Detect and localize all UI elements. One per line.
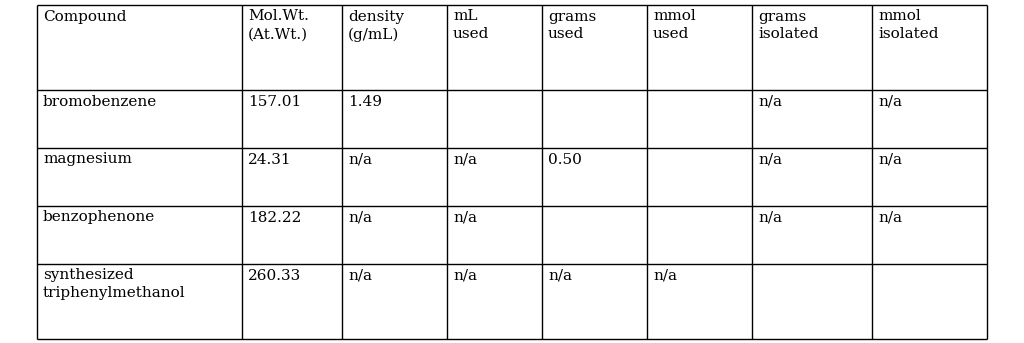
Text: Mol.Wt.
(At.Wt.): Mol.Wt. (At.Wt.) (248, 10, 309, 42)
Text: grams
isolated: grams isolated (758, 10, 818, 42)
Text: bromobenzene: bromobenzene (43, 95, 158, 108)
Text: mmol
isolated: mmol isolated (878, 10, 939, 42)
Text: n/a: n/a (453, 153, 477, 166)
Text: n/a: n/a (348, 269, 372, 283)
Text: n/a: n/a (548, 269, 572, 283)
Text: n/a: n/a (758, 211, 782, 225)
Text: 0.50: 0.50 (548, 153, 582, 166)
Text: 182.22: 182.22 (248, 211, 301, 225)
Text: n/a: n/a (878, 95, 902, 108)
Text: magnesium: magnesium (43, 153, 132, 166)
Text: n/a: n/a (758, 153, 782, 166)
Text: n/a: n/a (453, 269, 477, 283)
Text: Compound: Compound (43, 10, 127, 24)
Text: mL
used: mL used (453, 10, 489, 42)
Text: grams
used: grams used (548, 10, 596, 42)
Text: 157.01: 157.01 (248, 95, 301, 108)
Text: synthesized
triphenylmethanol: synthesized triphenylmethanol (43, 269, 185, 300)
Text: n/a: n/a (348, 153, 372, 166)
Text: n/a: n/a (878, 153, 902, 166)
Text: mmol
used: mmol used (653, 10, 695, 42)
Text: n/a: n/a (878, 211, 902, 225)
Text: density
(g/mL): density (g/mL) (348, 10, 404, 42)
Text: n/a: n/a (758, 95, 782, 108)
Text: n/a: n/a (453, 211, 477, 225)
Text: 24.31: 24.31 (248, 153, 292, 166)
Text: 1.49: 1.49 (348, 95, 382, 108)
Text: n/a: n/a (653, 269, 677, 283)
Text: n/a: n/a (348, 211, 372, 225)
Text: 260.33: 260.33 (248, 269, 301, 283)
Text: benzophenone: benzophenone (43, 211, 156, 225)
